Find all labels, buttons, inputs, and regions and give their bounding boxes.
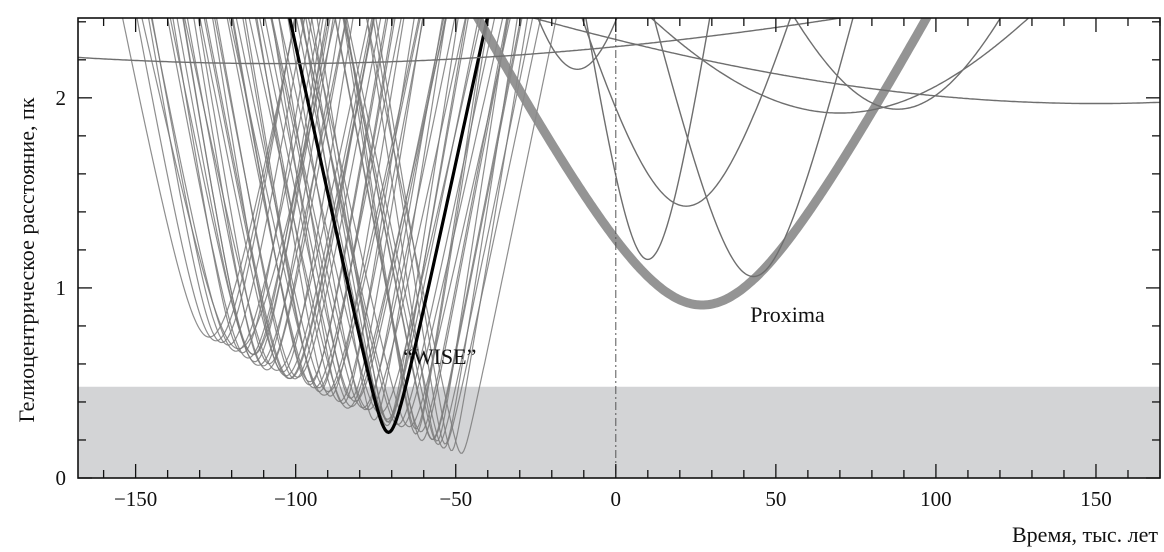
x-tick-label: 100 [920, 487, 952, 511]
wise-clone-curve [242, 18, 396, 389]
wise-clone-curve [248, 18, 447, 409]
wise-clone-curve [301, 18, 447, 421]
wise-clone-curve [311, 18, 467, 423]
annotation-proxima: Proxima [750, 302, 825, 327]
wise-clone-curve [150, 18, 322, 352]
wise-clone-curve [182, 18, 328, 363]
wise-clone-curve [136, 18, 296, 342]
wise-clone-curve [287, 18, 444, 411]
wise-clone-curve [342, 18, 490, 435]
wise-clone-curve [365, 18, 557, 454]
wise-clone-curve [372, 18, 518, 445]
wise-clone-curve [256, 18, 405, 397]
x-tick-label: −100 [274, 487, 317, 511]
other-star-curve [585, 18, 711, 261]
y-tick-label: 1 [56, 276, 67, 300]
other-star-curve [537, 18, 618, 71]
wise-clone-curve [295, 18, 480, 420]
tick-labels-layer: −150 −100 −50 0 50 100 150 0 1 2 [56, 86, 1112, 511]
annotation-wise: “WISE” [403, 344, 476, 369]
wise-clone-curve [270, 18, 456, 409]
y-tick-label: 0 [56, 466, 67, 490]
wise-clone-curve [334, 18, 510, 442]
x-tick-label: 50 [765, 487, 786, 511]
other-star-curve [650, 18, 1030, 114]
wise-clone-curve [235, 18, 421, 393]
wise-clone-curve [375, 18, 529, 452]
other-star-curve [653, 18, 854, 278]
wise-clone-curve [214, 18, 382, 378]
wise-clone-curve [226, 18, 402, 389]
y-tick-label: 2 [56, 86, 67, 110]
y-axis-label: Гелиоцентрическое расстояние, пк [14, 97, 39, 422]
x-tick-label: 0 [611, 487, 622, 511]
wise-clone-curve [193, 18, 334, 367]
other-star-curve [793, 18, 1002, 110]
other-star-curve [78, 18, 845, 65]
x-tick-label: −50 [439, 487, 472, 511]
wise-clone-curve [169, 18, 347, 366]
wise-clone-curve [147, 18, 296, 344]
x-tick-label: 150 [1080, 487, 1112, 511]
wise-clone-curve [346, 18, 542, 449]
ticks-layer [78, 18, 1161, 479]
wise-clone-curve [184, 18, 370, 372]
plot-frame [77, 17, 1161, 479]
wise-clone-curve [366, 18, 509, 442]
other-star-curve [581, 18, 792, 207]
shaded-band [78, 386, 1160, 478]
wise-nominal-curve [288, 18, 490, 435]
curves-layer [78, 18, 1160, 454]
x-tick-label: −150 [114, 487, 157, 511]
x-axis-label: Время, тыс. лет [1012, 522, 1158, 547]
wise-clone-curve [271, 18, 415, 405]
wise-clone-curve [259, 18, 445, 408]
other-star-curve [530, 18, 1160, 105]
